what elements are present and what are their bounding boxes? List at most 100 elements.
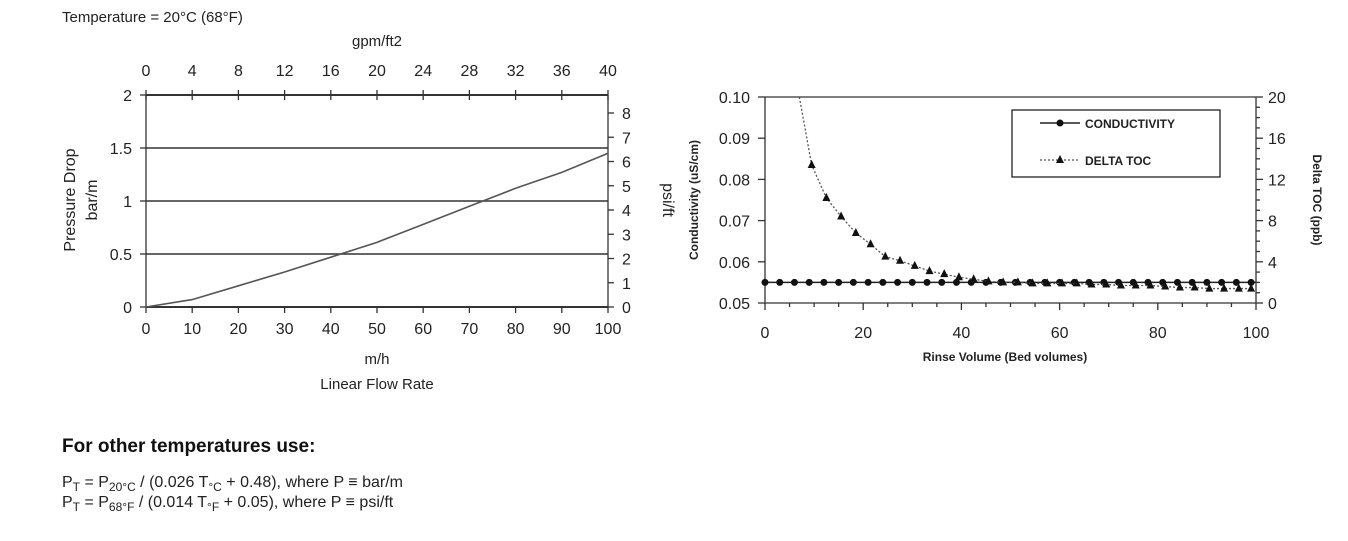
right-y-tick-label: 5	[622, 179, 631, 196]
delta-toc-marker	[866, 239, 875, 248]
x-tick-label: 60	[1051, 325, 1069, 342]
delta-toc-marker	[881, 251, 890, 260]
delta-toc-marker	[1146, 280, 1155, 289]
delta-toc-marker	[1220, 283, 1229, 292]
delta-toc-marker	[1102, 279, 1111, 288]
y-axis-title: Conductivity (uS/cm)	[687, 140, 701, 260]
legend-label-delta-toc: DELTA TOC	[1085, 154, 1152, 168]
y-tick-label: 0.08	[719, 172, 750, 189]
top-x-tick-label: 40	[599, 63, 617, 80]
x-tick-label: 0	[142, 321, 151, 338]
top-x-tick-label: 12	[276, 63, 294, 80]
top-x-tick-label: 16	[322, 63, 340, 80]
conductivity-marker	[835, 278, 843, 286]
conductivity-marker	[761, 278, 769, 286]
delta-toc-marker	[1190, 282, 1199, 291]
delta-toc-marker	[1161, 281, 1170, 290]
delta-toc-marker	[1131, 280, 1140, 289]
conductivity-marker	[805, 278, 813, 286]
right-y-tick-label: 12	[1268, 172, 1286, 189]
top-x-tick-label: 20	[368, 63, 386, 80]
delta-toc-marker	[999, 277, 1008, 286]
y-tick-label: 0.5	[110, 247, 132, 264]
delta-toc-marker	[1028, 278, 1037, 287]
right-y-tick-label: 1	[622, 276, 631, 293]
x-tick-label: 100	[595, 321, 622, 338]
top-x-tick-label: 32	[507, 63, 525, 80]
delta-toc-marker	[851, 227, 860, 236]
conductivity-marker	[938, 278, 946, 286]
delta-toc-marker	[1175, 282, 1184, 291]
x-tick-label: 30	[276, 321, 294, 338]
y-tick-label: 1.5	[110, 141, 132, 158]
right-y-tick-label: 8	[622, 106, 631, 123]
top-x-tick-label: 4	[188, 63, 197, 80]
top-x-tick-label: 0	[142, 63, 151, 80]
x-tick-label: 80	[507, 321, 525, 338]
right-y-tick-label: 3	[622, 227, 631, 244]
right-axis-title: Delta TOC (ppb)	[1310, 154, 1324, 245]
conductivity-marker	[1232, 278, 1240, 286]
x-tick-label: 40	[322, 321, 340, 338]
y-tick-label: 2	[123, 88, 132, 105]
right-y-tick-label: 7	[622, 130, 631, 147]
x-tick-label: 90	[553, 321, 571, 338]
delta-toc-marker	[1087, 279, 1096, 288]
x-tick-label: 20	[230, 321, 248, 338]
y-tick-label: 0.05	[719, 296, 750, 313]
delta-toc-marker	[910, 260, 919, 269]
right-y-tick-label: 8	[1268, 214, 1277, 231]
x-tick-label: 70	[461, 321, 479, 338]
formula-bar-per-m: PT = P20°C / (0.026 T°C + 0.48), where P…	[62, 474, 403, 494]
x-axis-title: m/h	[364, 351, 389, 368]
delta-toc-marker	[1072, 278, 1081, 287]
formula-psi-per-ft: PT = P68°F / (0.014 T°F + 0.05), where P…	[62, 494, 394, 514]
right-y-tick-label: 16	[1268, 131, 1286, 148]
right-y-tick-label: 0	[1268, 296, 1277, 313]
conductivity-marker	[879, 278, 887, 286]
y-tick-label: 1	[123, 194, 132, 211]
delta-toc-marker	[1205, 283, 1214, 292]
x-tick-label: 50	[368, 321, 386, 338]
y-tick-label: 0.10	[719, 90, 750, 107]
conductivity-marker	[849, 278, 857, 286]
right-y-tick-label: 0	[622, 300, 631, 317]
delta-toc-marker	[837, 211, 846, 220]
x-axis-title: Rinse Volume (Bed volumes)	[923, 350, 1087, 364]
right-axis-title: psi/ft	[659, 183, 676, 217]
delta-toc-marker	[807, 159, 816, 168]
right-y-tick-label: 2	[622, 252, 631, 269]
legend-label-conductivity: CONDUCTIVITY	[1085, 117, 1175, 131]
x-tick-label: 100	[1243, 325, 1270, 342]
x-tick-label: 10	[183, 321, 201, 338]
top-axis-title: gpm/ft2	[352, 33, 402, 50]
delta-toc-marker	[896, 255, 905, 264]
right-y-tick-label: 4	[622, 203, 631, 220]
top-x-tick-label: 8	[234, 63, 243, 80]
conductivity-marker	[790, 278, 798, 286]
delta-toc-marker	[1043, 278, 1052, 287]
top-x-tick-label: 24	[414, 63, 432, 80]
x-tick-label: 80	[1149, 325, 1167, 342]
conductivity-marker	[894, 278, 902, 286]
conductivity-marker	[952, 278, 960, 286]
chart-title: Temperature = 20°C (68°F)	[62, 9, 243, 26]
y-tick-label: 0	[123, 300, 132, 317]
delta-toc-marker	[925, 266, 934, 275]
series-line-pressure-drop	[145, 152, 609, 308]
conductivity-marker	[776, 278, 784, 286]
legend-marker-delta-toc	[1056, 155, 1064, 163]
delta-toc-marker	[940, 269, 949, 278]
conductivity-marker	[820, 278, 828, 286]
conductivity-marker	[908, 278, 916, 286]
delta-toc-marker	[1013, 277, 1022, 286]
x-tick-label: 0	[761, 325, 770, 342]
right-y-tick-label: 6	[622, 155, 631, 172]
legend-box	[1011, 109, 1221, 178]
delta-toc-marker	[1234, 283, 1243, 292]
y-axis-title: Pressure Drop	[62, 148, 79, 251]
top-x-tick-label: 28	[461, 63, 479, 80]
right-y-tick-label: 20	[1268, 90, 1286, 107]
delta-toc-marker	[822, 192, 831, 201]
